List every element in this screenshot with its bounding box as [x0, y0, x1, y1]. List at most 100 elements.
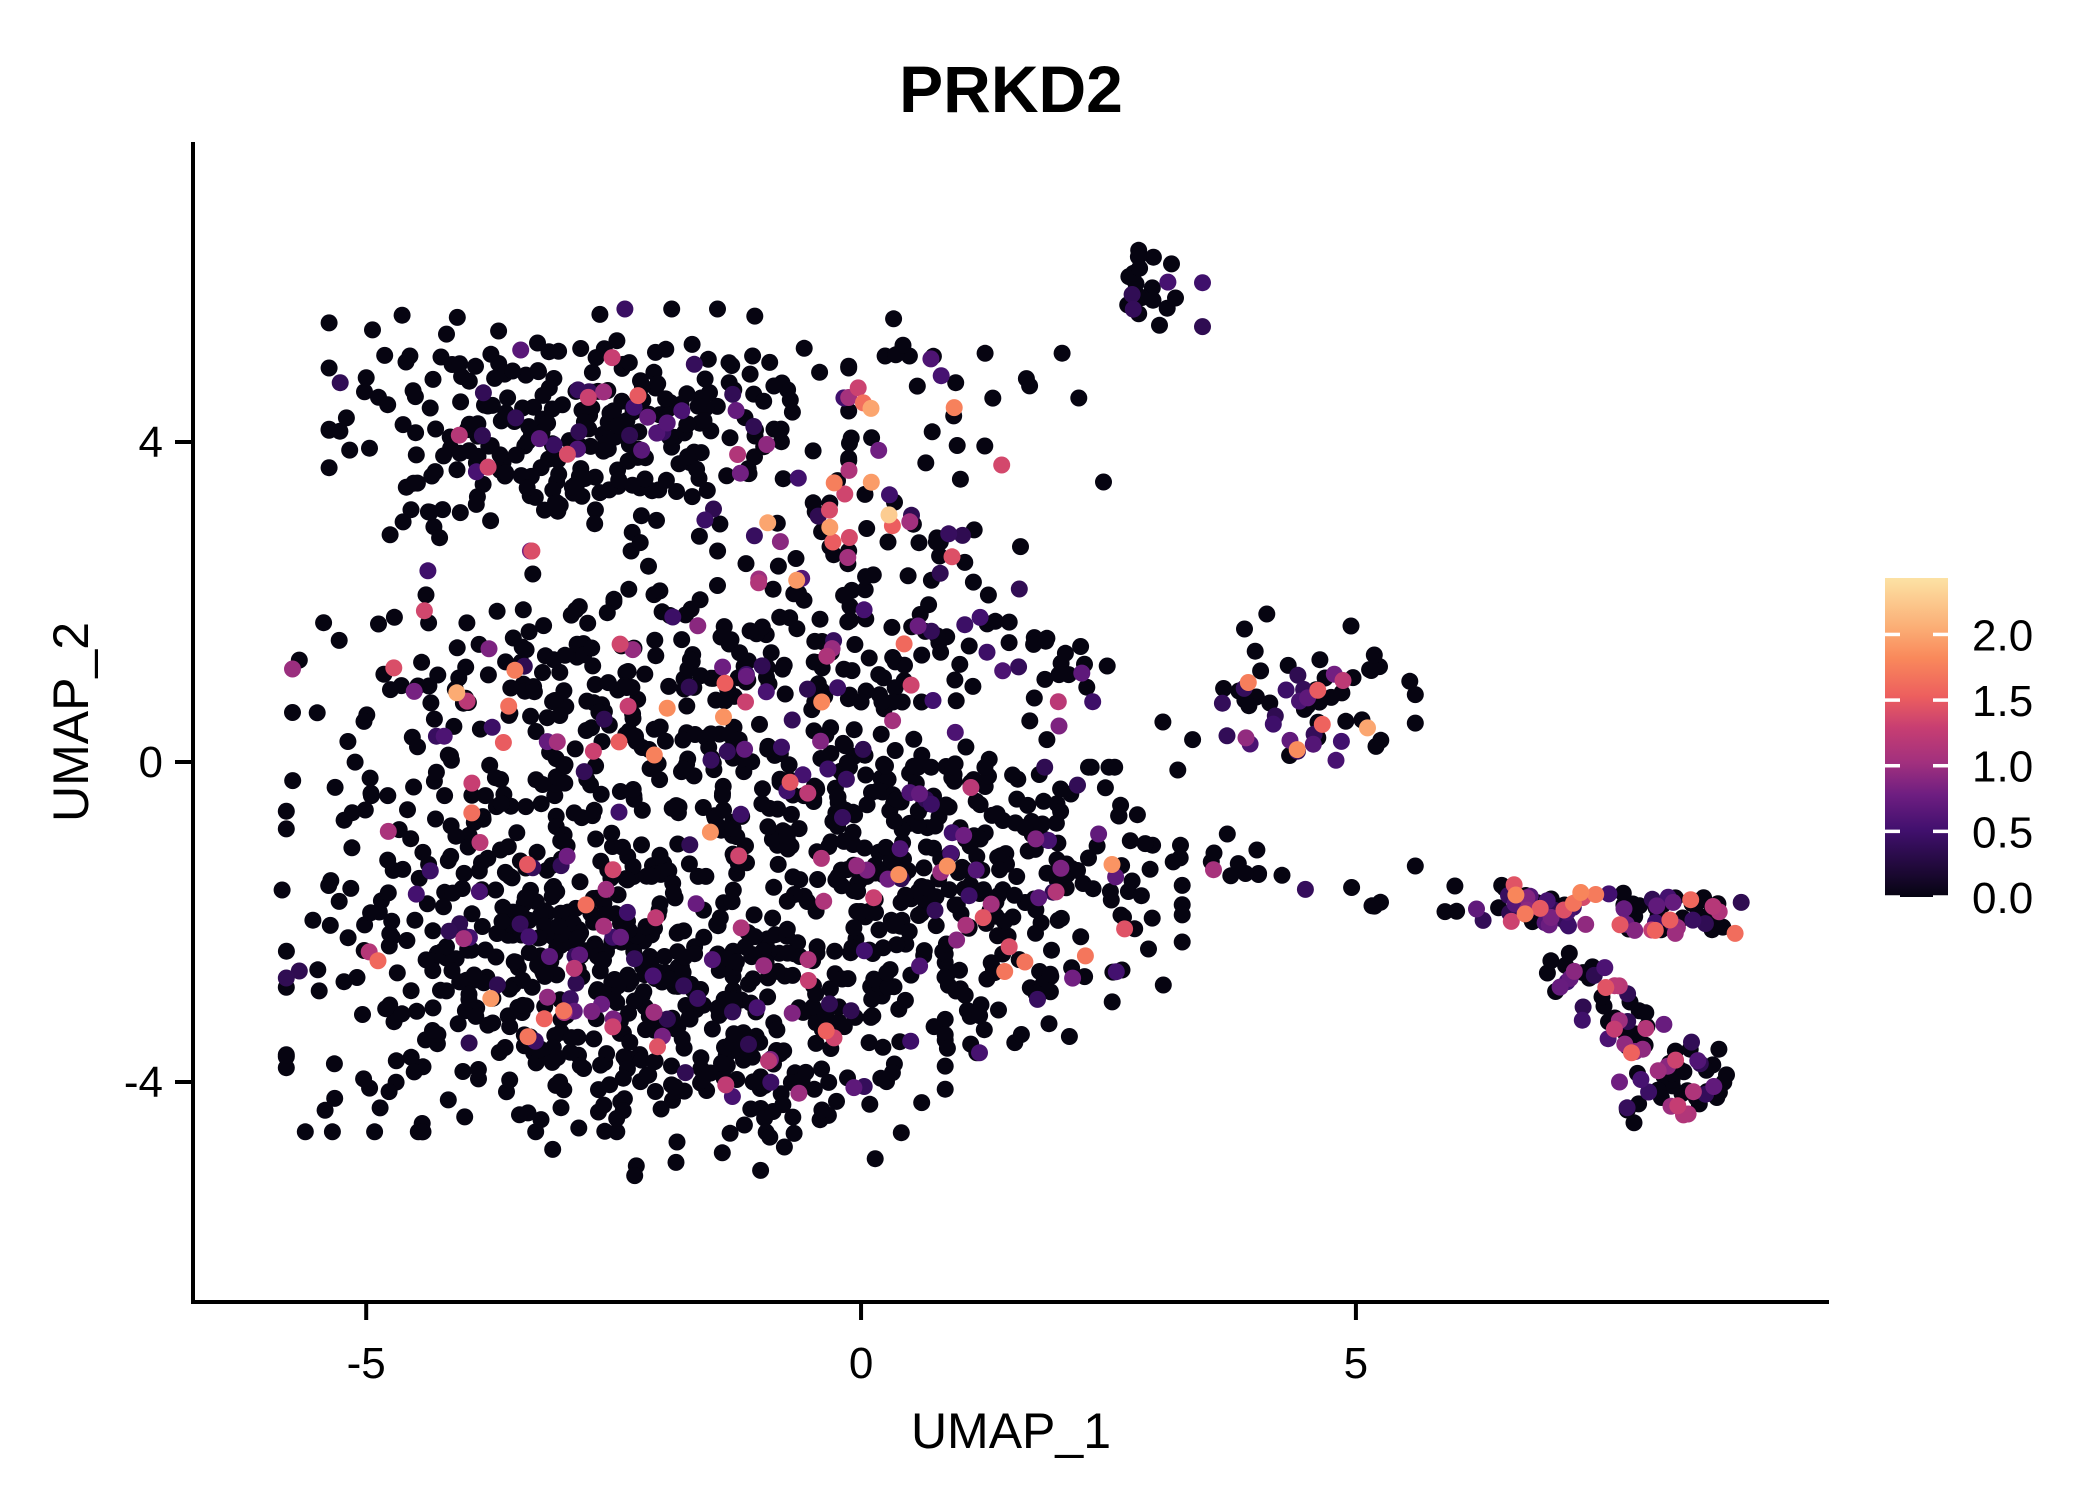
- cell-point: [624, 641, 642, 659]
- cell-point: [1565, 962, 1583, 980]
- cell-point: [483, 718, 501, 736]
- cell-point: [1070, 389, 1088, 407]
- cell-point: [681, 651, 699, 669]
- cell-point: [424, 370, 442, 388]
- cell-point: [337, 409, 355, 427]
- cell-point: [451, 355, 469, 373]
- cell-point: [990, 1001, 1007, 1019]
- cell-point: [821, 980, 839, 998]
- cell-point: [855, 942, 873, 960]
- cell-point: [951, 470, 969, 488]
- cell-point: [764, 580, 782, 598]
- cell-point: [901, 513, 919, 531]
- cell-point: [1288, 741, 1306, 759]
- cell-point: [817, 1022, 835, 1040]
- x-tick-label-5: 5: [1344, 1339, 1368, 1388]
- cell-point: [911, 785, 928, 803]
- cell-point: [586, 676, 604, 693]
- cell-point: [724, 1003, 741, 1021]
- cell-point: [1151, 316, 1168, 334]
- cell-point: [1516, 905, 1534, 923]
- cell-point: [727, 402, 745, 419]
- cell-point: [932, 643, 950, 661]
- cell-point: [532, 1111, 550, 1129]
- cell-point: [1106, 758, 1124, 776]
- cell-point: [622, 971, 640, 989]
- cell-point: [1205, 844, 1223, 862]
- cell-point: [900, 923, 918, 940]
- cell-point: [744, 347, 762, 365]
- cell-point: [448, 461, 466, 479]
- cell-point: [393, 306, 411, 324]
- cell-point: [364, 321, 381, 339]
- plot-title: PRKD2: [899, 52, 1123, 126]
- cell-point: [849, 883, 867, 900]
- cell-point: [361, 439, 378, 457]
- cell-point: [397, 353, 415, 371]
- cell-point: [818, 647, 836, 665]
- cell-point: [380, 937, 398, 955]
- cell-point: [388, 964, 406, 982]
- cell-point: [543, 400, 561, 418]
- legend-label-0.5: 0.5: [1972, 808, 2033, 857]
- cell-point: [1258, 605, 1276, 623]
- cell-point: [1406, 714, 1424, 732]
- cell-point: [1218, 727, 1236, 745]
- cell-point: [799, 680, 816, 698]
- cell-point: [575, 1060, 593, 1077]
- cell-point: [741, 365, 759, 383]
- cell-point: [529, 362, 547, 380]
- cell-point: [892, 1124, 910, 1142]
- cell-point: [534, 664, 551, 681]
- cell-point: [874, 1038, 892, 1056]
- cell-point: [316, 1101, 334, 1119]
- cell-point: [725, 1025, 743, 1043]
- cell-point: [754, 780, 771, 798]
- cell-point: [514, 601, 532, 619]
- cell-point: [1154, 713, 1172, 731]
- cell-point: [592, 1056, 610, 1074]
- cell-point: [550, 917, 568, 935]
- cell-point: [640, 557, 657, 575]
- cell-point: [1040, 832, 1057, 849]
- cell-point: [779, 944, 796, 962]
- cell-point: [794, 766, 812, 784]
- cell-point: [398, 932, 416, 949]
- cell-point: [784, 1108, 802, 1126]
- cell-point: [1446, 877, 1464, 895]
- cell-point: [536, 967, 554, 985]
- cell-point: [1173, 933, 1191, 951]
- cell-point: [1012, 538, 1029, 556]
- cell-point: [840, 449, 858, 467]
- cell-point: [558, 445, 576, 463]
- cell-point: [755, 957, 773, 975]
- cell-point: [1169, 761, 1187, 779]
- cell-point: [741, 622, 759, 640]
- cell-point: [619, 697, 637, 715]
- cell-point: [1625, 1114, 1643, 1132]
- cell-point: [751, 715, 768, 733]
- cell-point: [799, 951, 817, 969]
- cell-point: [1313, 715, 1331, 733]
- cell-point: [732, 805, 750, 823]
- cell-point: [937, 796, 955, 814]
- cell-point: [631, 534, 649, 552]
- cell-point: [583, 1003, 601, 1020]
- cell-point: [709, 542, 727, 560]
- cell-point: [826, 942, 844, 960]
- cell-point: [479, 666, 497, 684]
- cell-point: [342, 879, 360, 897]
- cell-point: [1574, 998, 1592, 1016]
- cell-point: [668, 483, 685, 500]
- cell-point: [277, 820, 295, 838]
- cell-point: [1072, 638, 1090, 655]
- cell-point: [737, 693, 754, 711]
- cell-point: [746, 307, 764, 325]
- cell-point: [740, 1035, 757, 1053]
- cell-point: [643, 867, 660, 885]
- cell-point: [1121, 832, 1139, 850]
- cell-point: [1289, 666, 1307, 684]
- cell-point: [775, 1138, 793, 1156]
- cell-point: [709, 577, 726, 594]
- cell-point: [688, 460, 706, 478]
